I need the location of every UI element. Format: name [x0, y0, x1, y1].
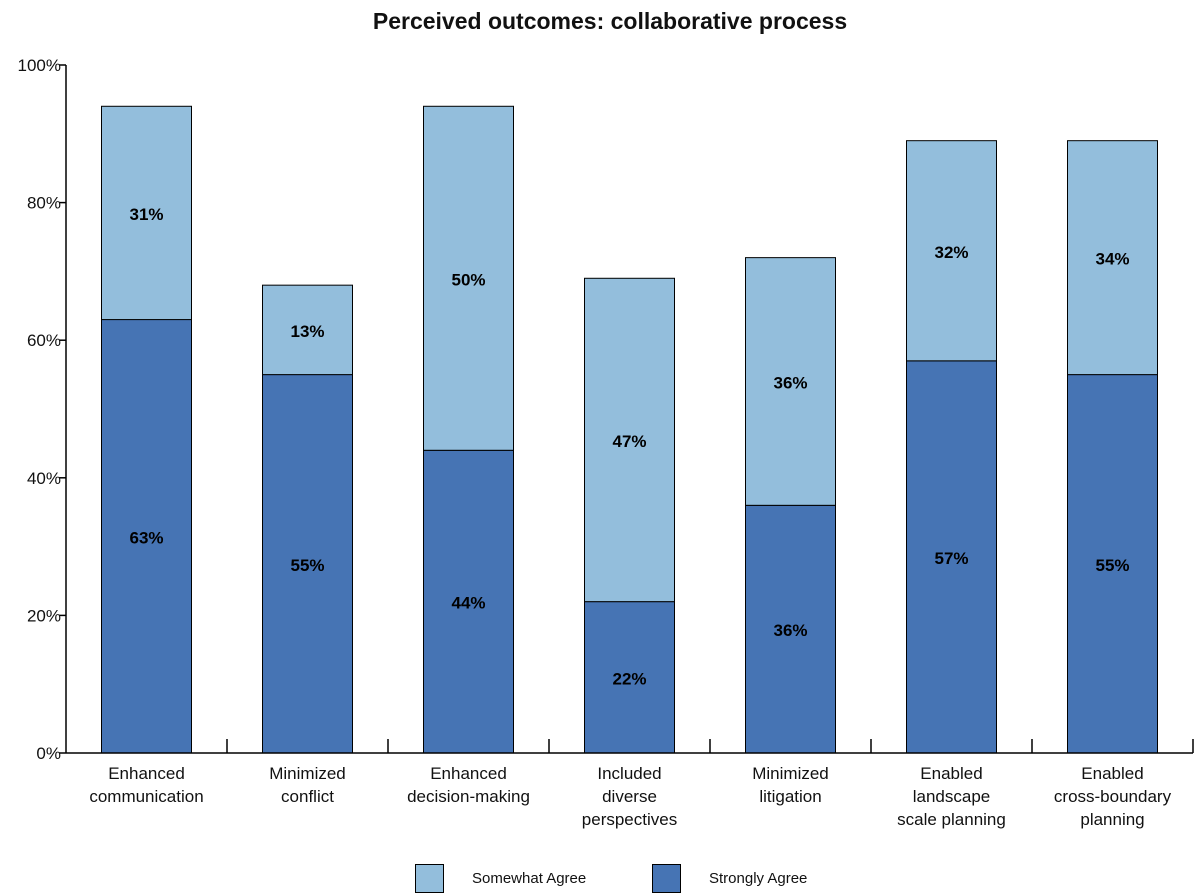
data-label: 63%: [129, 528, 163, 547]
y-tick-label: 80%: [27, 194, 61, 213]
data-label: 31%: [129, 205, 163, 224]
y-tick-label: 0%: [36, 744, 61, 763]
data-label: 32%: [934, 243, 968, 262]
x-tick-label: Minimized conflict: [269, 764, 346, 806]
x-tick-label: Enhanced decision-making: [407, 764, 530, 806]
data-label: 36%: [773, 621, 807, 640]
data-label: 22%: [612, 669, 646, 688]
x-tick-label: Enabled cross-boundary planning: [1054, 764, 1172, 829]
x-tick-label: Included diverse perspectives: [582, 764, 677, 829]
data-label: 57%: [934, 549, 968, 568]
y-tick-label: 20%: [27, 606, 61, 625]
bar-somewhat-agree: [423, 105, 514, 451]
y-tick-label: 60%: [27, 331, 61, 350]
y-tick-label: 100%: [18, 56, 61, 75]
x-tick-label: Enabled landscape scale planning: [897, 764, 1006, 829]
legend-label-somewhat-agree: Somewhat Agree: [472, 869, 587, 887]
bar-somewhat-agree: [101, 105, 192, 321]
legend-swatch-strongly-agree: [652, 863, 681, 893]
legend-item-somewhat-agree: Somewhat Agree: [415, 863, 586, 893]
data-label: 50%: [451, 270, 485, 289]
data-label: 47%: [612, 432, 646, 451]
bar-strongly-agree: [584, 601, 675, 754]
x-tick-label: Minimized litigation: [752, 764, 829, 806]
bar-strongly-agree: [262, 374, 353, 754]
legend-item-strongly-agree: Strongly Agree: [652, 863, 807, 893]
bar-somewhat-agree: [906, 140, 997, 362]
legend-swatch-somewhat-agree: [415, 863, 444, 893]
data-label: 44%: [451, 594, 485, 613]
data-label: 13%: [290, 322, 324, 341]
bar-somewhat-agree: [745, 257, 836, 506]
bar-strongly-agree: [101, 319, 192, 754]
bar-somewhat-agree: [262, 284, 353, 376]
chart-title: Perceived outcomes: collaborative proces…: [372, 8, 848, 34]
data-label: 55%: [1095, 556, 1129, 575]
bar-somewhat-agree: [1067, 140, 1158, 376]
data-label: 34%: [1095, 250, 1129, 269]
data-label: 55%: [290, 556, 324, 575]
bar-strongly-agree: [745, 504, 836, 754]
x-tick-label: Enhanced communication: [89, 764, 203, 806]
bar-strongly-agree: [1067, 374, 1158, 754]
data-label: 36%: [773, 373, 807, 392]
bar-somewhat-agree: [584, 277, 675, 603]
y-tick-label: 40%: [27, 469, 61, 488]
legend-label-strongly-agree: Strongly Agree: [709, 869, 808, 887]
